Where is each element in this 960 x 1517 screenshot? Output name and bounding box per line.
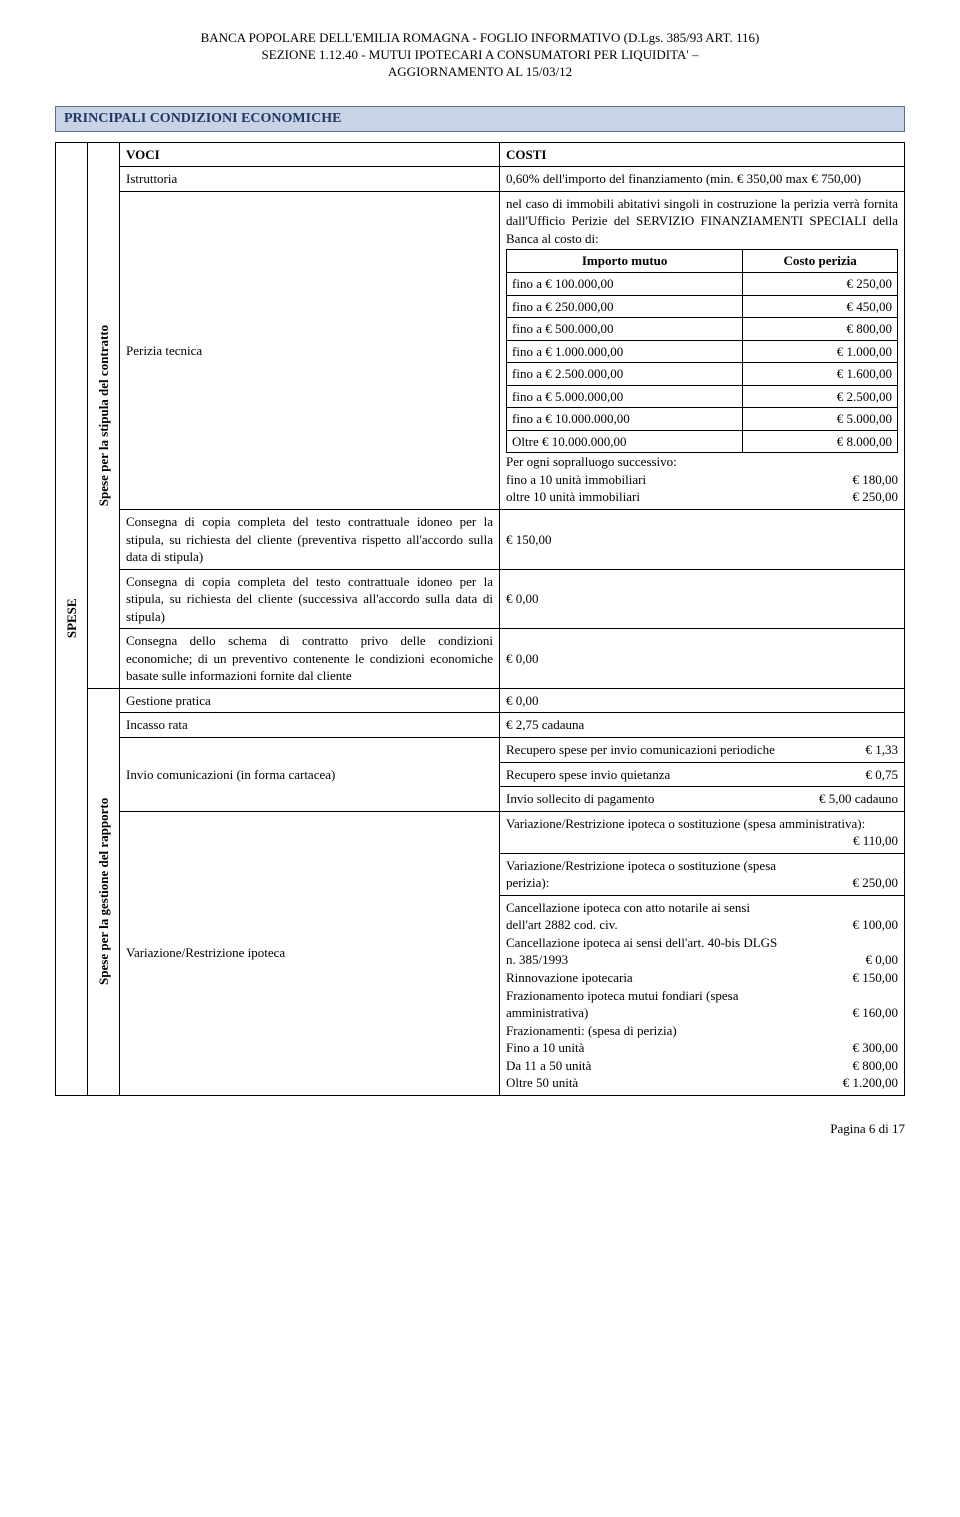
row-gestione-pratica-value: € 0,00: [500, 688, 905, 713]
var-text: Frazionamenti: (spesa di perizia): [506, 1022, 898, 1040]
row-incasso-value: € 2,75 cadauna: [500, 713, 905, 738]
page-footer: Pagina 6 di 17: [55, 1121, 905, 1137]
perizia-intro: nel caso di immobili abitativi singoli i…: [506, 195, 898, 248]
invio-text: Recupero spese per invio comunicazioni p…: [506, 741, 775, 759]
var-value: € 160,00: [853, 1004, 899, 1022]
var-value: € 300,00: [853, 1039, 899, 1057]
header-line-2: SEZIONE 1.12.40 - MUTUI IPOTECARI A CONS…: [55, 47, 905, 64]
header-line-1: BANCA POPOLARE DELL'EMILIA ROMAGNA - FOG…: [55, 30, 905, 47]
var-value: € 1.200,00: [843, 1074, 898, 1092]
row-variazione-label: Variazione/Restrizione ipoteca: [120, 811, 500, 1095]
var-text: Frazionamento ipoteca mutui fondiari (sp…: [506, 987, 788, 1022]
var-text: Oltre 50 unità: [506, 1074, 578, 1092]
perizia-tier-b: € 5.000,00: [743, 408, 898, 431]
row-perizia-label: Perizia tecnica: [120, 191, 500, 509]
var-text: Cancellazione ipoteca con atto notarile …: [506, 899, 788, 934]
var-value: € 800,00: [853, 1057, 899, 1075]
perizia-extra-value: € 250,00: [853, 488, 899, 506]
perizia-extra-title: Per ogni sopralluogo successivo:: [506, 453, 898, 471]
var-text: Da 11 a 50 unità: [506, 1057, 591, 1075]
perizia-tier-b: € 1.600,00: [743, 363, 898, 386]
perizia-tier-a: fino a € 1.000.000,00: [507, 340, 743, 363]
var-value: € 0,00: [866, 951, 899, 969]
var-text: Fino a 10 unità: [506, 1039, 584, 1057]
perizia-th-costo: Costo perizia: [743, 250, 898, 273]
side-label-spese: SPESE: [56, 142, 88, 1095]
row-gestione-pratica-label: Gestione pratica: [120, 688, 500, 713]
col-header-costi: COSTI: [500, 142, 905, 167]
perizia-extra-label: oltre 10 unità immobiliari: [506, 488, 640, 506]
row-schema-label: Consegna dello schema di contratto privo…: [120, 629, 500, 689]
var-value: € 250,00: [853, 874, 899, 892]
row-istruttoria-value: 0,60% dell'importo del finanziamento (mi…: [500, 167, 905, 192]
row-schema-value: € 0,00: [500, 629, 905, 689]
perizia-th-importo: Importo mutuo: [507, 250, 743, 273]
perizia-tier-table: Importo mutuo Costo perizia fino a € 100…: [506, 249, 898, 453]
col-header-voci: VOCI: [120, 142, 500, 167]
row-invio-line: Recupero spese per invio comunicazioni p…: [500, 737, 905, 762]
row-consegna-prev-value: € 150,00: [500, 509, 905, 569]
perizia-tier-a: fino a € 2.500.000,00: [507, 363, 743, 386]
row-invio-line: Recupero spese invio quietanza € 0,75: [500, 762, 905, 787]
row-invio-label: Invio comunicazioni (in forma cartacea): [120, 737, 500, 811]
invio-value: € 1,33: [866, 741, 899, 759]
row-istruttoria-label: Istruttoria: [120, 167, 500, 192]
row-variazione-line: Variazione/Restrizione ipoteca o sostitu…: [500, 853, 905, 895]
invio-text: Recupero spese invio quietanza: [506, 766, 670, 784]
perizia-tier-b: € 800,00: [743, 318, 898, 341]
var-text: Variazione/Restrizione ipoteca o sostitu…: [506, 815, 898, 833]
perizia-extra-value: € 180,00: [853, 471, 899, 489]
perizia-tier-a: fino a € 250.000,00: [507, 295, 743, 318]
var-value: € 150,00: [853, 969, 899, 987]
var-text: Cancellazione ipoteca ai sensi dell'art.…: [506, 934, 788, 969]
var-value: € 100,00: [853, 916, 899, 934]
var-value: € 110,00: [506, 832, 898, 850]
perizia-tier-a: fino a € 10.000.000,00: [507, 408, 743, 431]
invio-value: € 5,00 cadauno: [819, 790, 898, 808]
row-variazione-line: Variazione/Restrizione ipoteca o sostitu…: [500, 811, 905, 853]
perizia-tier-a: fino a € 5.000.000,00: [507, 385, 743, 408]
invio-text: Invio sollecito di pagamento: [506, 790, 654, 808]
perizia-tier-b: € 250,00: [743, 272, 898, 295]
invio-value: € 0,75: [866, 766, 899, 784]
page-header: BANCA POPOLARE DELL'EMILIA ROMAGNA - FOG…: [55, 30, 905, 81]
row-consegna-succ-value: € 0,00: [500, 569, 905, 629]
row-consegna-prev-label: Consegna di copia completa del testo con…: [120, 509, 500, 569]
var-text: Variazione/Restrizione ipoteca o sostitu…: [506, 857, 780, 892]
perizia-tier-a: Oltre € 10.000.000,00: [507, 430, 743, 453]
var-text: Rinnovazione ipotecaria: [506, 969, 633, 987]
perizia-tier-b: € 450,00: [743, 295, 898, 318]
perizia-tier-b: € 1.000,00: [743, 340, 898, 363]
side-label-gestione: Spese per la gestione del rapporto: [88, 688, 120, 1095]
row-invio-line: Invio sollecito di pagamento € 5,00 cadau…: [500, 787, 905, 812]
perizia-tier-a: fino a € 100.000,00: [507, 272, 743, 295]
perizia-tier-b: € 2.500,00: [743, 385, 898, 408]
conditions-table: SPESE Spese per la stipula del contratto…: [55, 142, 905, 1096]
header-line-3: AGGIORNAMENTO AL 15/03/12: [55, 64, 905, 81]
perizia-extra-label: fino a 10 unità immobiliari: [506, 471, 646, 489]
perizia-tier-b: € 8.000,00: [743, 430, 898, 453]
section-title-bar: PRINCIPALI CONDIZIONI ECONOMICHE: [55, 106, 905, 132]
row-perizia-value: nel caso di immobili abitativi singoli i…: [500, 191, 905, 509]
row-consegna-succ-label: Consegna di copia completa del testo con…: [120, 569, 500, 629]
side-label-stipula: Spese per la stipula del contratto: [88, 142, 120, 688]
row-variazione-block: Cancellazione ipoteca con atto notarile …: [500, 895, 905, 1095]
row-incasso-label: Incasso rata: [120, 713, 500, 738]
perizia-tier-a: fino a € 500.000,00: [507, 318, 743, 341]
